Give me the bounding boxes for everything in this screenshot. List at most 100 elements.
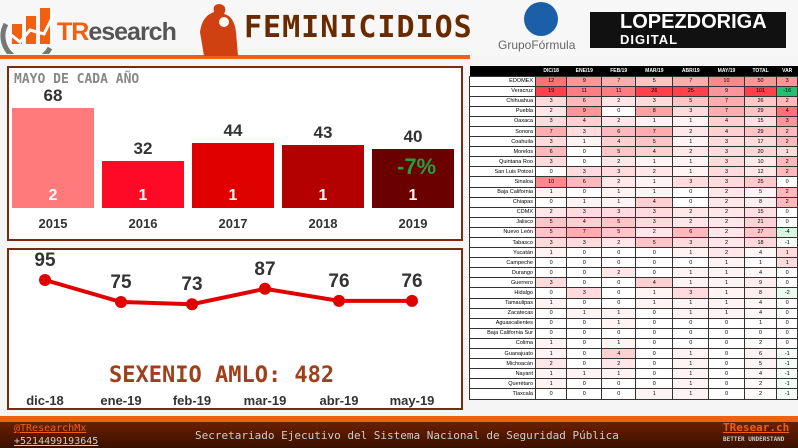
table-cell: 3	[566, 166, 603, 178]
table-cell: 2	[708, 196, 745, 208]
table-cell: 0	[708, 337, 745, 350]
table-cell: 1	[672, 115, 710, 127]
table-cell: 0	[635, 327, 674, 339]
table-cell: 0	[566, 186, 603, 198]
bar-inner-label: 1	[408, 187, 418, 204]
state-name: Quintana Roo	[469, 156, 536, 168]
monthly-line-chart: 95 dic-18 75 ene-19 73 feb-19 87 mar-19 76 a…	[7, 248, 463, 410]
state-name: Michoacán	[469, 358, 536, 370]
table-cell: 1	[635, 186, 674, 198]
table-cell: 5	[534, 226, 568, 239]
bar-year-label: 2018	[308, 216, 338, 231]
table-cell: 0	[601, 247, 637, 259]
table-cell: 5	[601, 146, 637, 158]
table-cell: 5	[672, 95, 710, 107]
table-cell: 0	[601, 388, 637, 400]
table-cell: 4	[776, 105, 798, 117]
bar-year-label: 2017	[218, 216, 248, 231]
state-name: Campeche	[469, 257, 536, 269]
phone-link[interactable]: +5214499193645	[14, 436, 99, 447]
table-cell: -2	[776, 287, 798, 299]
table-cell: 0	[776, 277, 798, 289]
x-tick-label: feb-19	[172, 393, 212, 408]
yearly-bar-chart: MAYO DE CADA AÑO 68 2 2015 32 1 2016 44 …	[7, 66, 463, 241]
table-row: Baja California Sur 0 0 0 0 0 0 0 0	[469, 327, 798, 339]
table-row: Nuevo León 5 7 5 2 6 2 27 -4	[469, 226, 798, 239]
table-cell: 0	[776, 307, 798, 319]
table-cell: 2	[708, 216, 745, 228]
table-cell: 0	[708, 368, 745, 380]
table-cell: 0	[635, 378, 674, 390]
table-cell: 4	[635, 146, 674, 158]
table-cell: -16	[776, 85, 798, 97]
x-tick-label: ene-19	[100, 393, 142, 408]
state-name: Jalisco	[469, 216, 536, 228]
table-cell: 5	[635, 75, 674, 87]
table-cell: 0	[776, 176, 798, 188]
state-name: Chihuahua	[469, 95, 536, 107]
table-row: Tamaulipas 1 0 0 1 1 1 4 0	[469, 297, 798, 309]
table-cell: 9	[743, 277, 778, 289]
data-point	[186, 298, 198, 311]
table-cell: 3	[708, 176, 745, 188]
state-name: Sinaloa	[469, 176, 536, 188]
table-cell: 25	[743, 176, 778, 188]
table-cell: 0	[566, 317, 603, 329]
table-cell: 2	[672, 125, 710, 138]
table-cell: 3	[708, 146, 745, 158]
table-cell: 1	[534, 337, 568, 350]
table-cell: 2	[743, 378, 778, 390]
table-cell: 15	[743, 115, 778, 127]
table-cell: 3	[776, 115, 798, 127]
table-cell: 1	[601, 307, 637, 319]
site-link[interactable]: TResear.ch BETTER UNDERSTAND	[723, 421, 790, 444]
table-cell: 0	[566, 388, 603, 400]
table-cell: 4	[708, 115, 745, 127]
bar-value: 68	[43, 86, 63, 105]
table-cell: 1	[672, 348, 710, 360]
table-cell: 5	[743, 186, 778, 198]
table-cell: 4	[601, 348, 637, 360]
table-cell: 3	[566, 206, 603, 218]
table-cell: 3	[534, 95, 568, 107]
source-text: Secretariado Ejecutivo del Sistema Nacio…	[195, 429, 619, 442]
table-cell: 7	[708, 95, 745, 107]
table-cell: 0	[776, 317, 798, 329]
table-cell: 2	[601, 115, 637, 127]
table-cell: 7	[635, 125, 674, 138]
table-cell: 1	[776, 257, 798, 269]
table-row: Baja California 1 0 1 1 0 2 5 2	[469, 186, 798, 198]
brand-name: TResearch	[57, 18, 177, 46]
table-row: Hidalgo 0 3 0 1 3 1 8 -2	[469, 287, 798, 299]
table-cell: 0	[566, 327, 603, 339]
table-cell: 1	[635, 156, 674, 168]
state-name: Colima	[469, 337, 536, 350]
table-cell: 21	[743, 216, 778, 228]
table-row: CDMX 2 3 3 3 2 2 15 0	[469, 206, 798, 218]
mourning-figures-icon	[200, 4, 238, 56]
table-cell: 4	[743, 297, 778, 309]
table-cell: 2	[534, 105, 568, 117]
table-cell: 2	[601, 236, 637, 249]
bar-value: 32	[133, 138, 153, 158]
tresearch-logo-icon	[0, 8, 56, 54]
table-cell: 50	[743, 75, 778, 87]
table-cell: 0	[743, 327, 778, 339]
table-cell: 9	[708, 85, 745, 97]
twitter-link[interactable]: @TResearchMx	[14, 423, 87, 434]
point-value: 76	[328, 270, 350, 292]
bar-year-label: 2015	[38, 216, 68, 231]
bar-inner-label: 1	[138, 187, 148, 204]
data-point	[39, 274, 51, 286]
table-cell: 0	[672, 186, 710, 198]
table-cell: 26	[743, 95, 778, 107]
table-cell: 1	[708, 297, 745, 309]
point-value: 87	[254, 258, 276, 280]
table-cell: 7	[601, 75, 637, 87]
table-cell: 6	[601, 125, 637, 138]
table-cell: 2	[601, 358, 637, 370]
table-cell: 0	[776, 267, 798, 279]
table-cell: -1	[776, 388, 798, 400]
table-row: Tlaxcala 0 0 0 1 1 0 2 -1	[469, 388, 798, 400]
table-cell: 0	[534, 267, 568, 279]
